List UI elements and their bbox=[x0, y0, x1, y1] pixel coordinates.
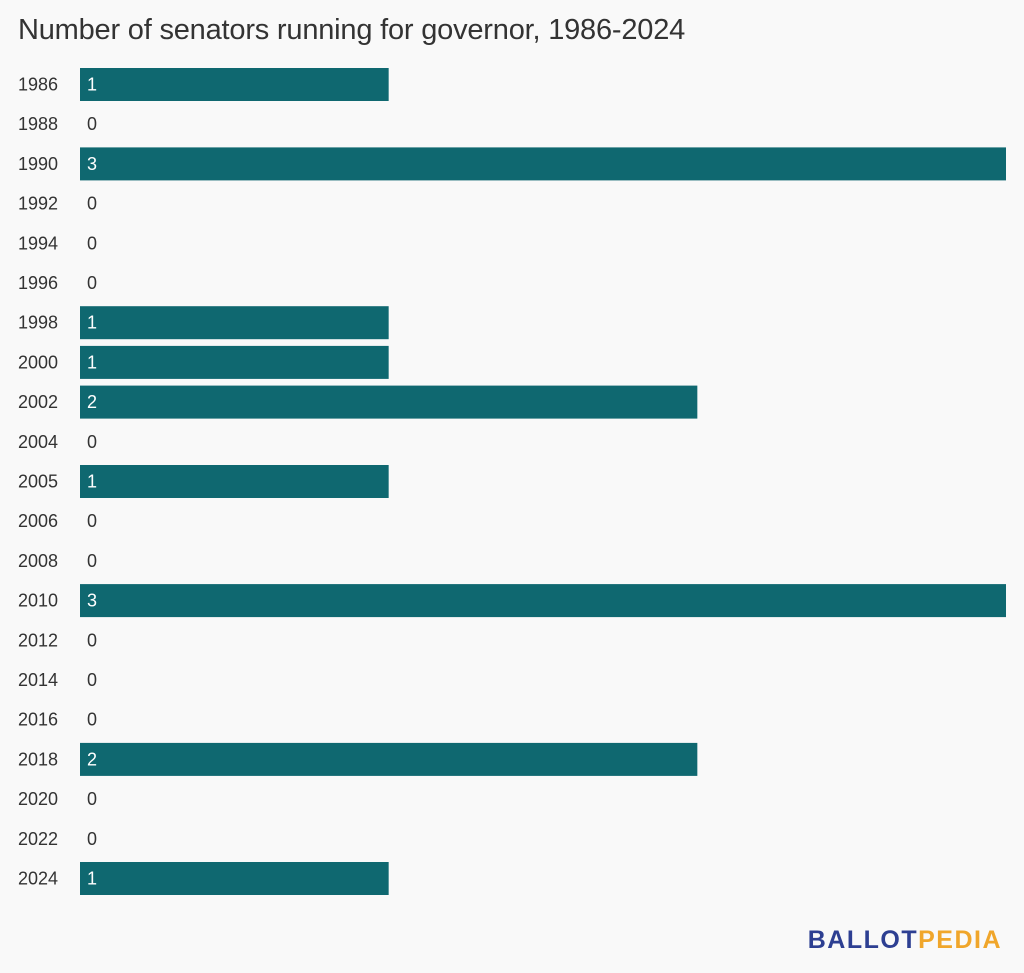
year-tick-label: 2004 bbox=[18, 432, 58, 452]
bar bbox=[80, 385, 698, 419]
bar bbox=[80, 147, 1006, 181]
bar-value-label: 0 bbox=[87, 710, 97, 730]
bar-value-label: 0 bbox=[87, 551, 97, 571]
bar bbox=[80, 306, 389, 340]
year-tick-label: 2005 bbox=[18, 472, 58, 492]
bar-value-label: 0 bbox=[87, 233, 97, 253]
bar-value-label: 0 bbox=[87, 630, 97, 650]
year-tick-label: 2018 bbox=[18, 749, 58, 769]
bar-value-label: 0 bbox=[87, 273, 97, 293]
year-tick-label: 2014 bbox=[18, 670, 58, 690]
bar bbox=[80, 345, 389, 379]
year-tick-label: 2016 bbox=[18, 710, 58, 730]
year-tick-label: 1986 bbox=[18, 75, 58, 95]
bar-value-label: 0 bbox=[87, 194, 97, 214]
year-tick-label: 2020 bbox=[18, 789, 58, 809]
bar-value-label: 0 bbox=[87, 670, 97, 690]
bar-value-label: 1 bbox=[87, 869, 97, 889]
bar bbox=[80, 68, 389, 101]
bar-value-label: 1 bbox=[87, 472, 97, 492]
logo-part-1: BALLOT bbox=[807, 926, 919, 954]
bar bbox=[80, 742, 698, 776]
year-tick-label: 1994 bbox=[18, 233, 58, 253]
year-tick-label: 2010 bbox=[18, 591, 58, 611]
year-tick-label: 2006 bbox=[18, 511, 58, 531]
year-tick-label: 2002 bbox=[18, 392, 58, 412]
ballotpedia-logo: BALLOTPEDIA bbox=[808, 926, 1002, 955]
bar-value-label: 0 bbox=[87, 829, 97, 849]
bar-value-label: 2 bbox=[87, 749, 97, 769]
logo-part-2: PEDIA bbox=[918, 926, 1002, 954]
year-tick-label: 2012 bbox=[18, 630, 58, 650]
bar bbox=[80, 862, 389, 895]
year-tick-label: 1996 bbox=[18, 273, 58, 293]
bar-value-label: 3 bbox=[87, 154, 97, 174]
bar-value-label: 0 bbox=[87, 511, 97, 531]
year-tick-label: 1998 bbox=[18, 313, 58, 333]
year-tick-label: 2024 bbox=[18, 869, 58, 889]
bar-value-label: 1 bbox=[87, 75, 97, 95]
year-tick-label: 1990 bbox=[18, 154, 58, 174]
year-tick-label: 2008 bbox=[18, 551, 58, 571]
bar bbox=[80, 584, 1006, 618]
bar-value-label: 1 bbox=[87, 352, 97, 372]
bar-value-label: 0 bbox=[87, 789, 97, 809]
bar-value-label: 1 bbox=[87, 313, 97, 333]
bar-value-label: 0 bbox=[87, 114, 97, 134]
year-tick-label: 2000 bbox=[18, 352, 58, 372]
bar-value-label: 0 bbox=[87, 432, 97, 452]
year-tick-label: 1988 bbox=[18, 114, 58, 134]
year-tick-label: 2022 bbox=[18, 829, 58, 849]
year-tick-label: 1992 bbox=[18, 194, 58, 214]
bar-value-label: 2 bbox=[87, 392, 97, 412]
bar bbox=[80, 465, 389, 498]
bar-value-label: 3 bbox=[87, 591, 97, 611]
chart-title: Number of senators running for governor,… bbox=[18, 14, 686, 46]
